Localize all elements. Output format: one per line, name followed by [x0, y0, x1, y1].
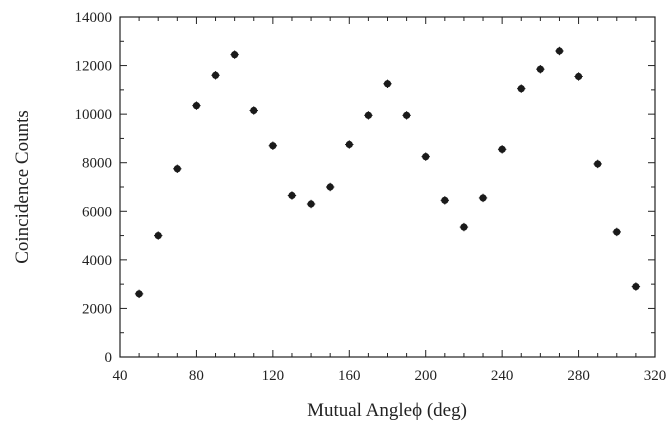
x-tick-label: 240: [491, 368, 514, 384]
y-tick-label: 8000: [82, 156, 112, 172]
data-point: [325, 182, 335, 192]
data-point: [134, 289, 144, 299]
data-point: [421, 152, 430, 161]
y-tick-label: 4000: [82, 253, 112, 269]
data-point: [536, 65, 545, 74]
data-point: [192, 101, 201, 110]
data-point: [478, 193, 488, 203]
y-tick-label: 12000: [75, 59, 113, 75]
data-point: [345, 140, 354, 149]
x-tick-label: 320: [644, 368, 667, 384]
data-point: [459, 222, 469, 232]
data-point: [593, 159, 602, 169]
data-point: [364, 111, 373, 120]
data-points: [134, 46, 641, 299]
plot-frame: [119, 16, 656, 358]
y-tick-label: 2000: [82, 301, 112, 317]
data-point: [631, 282, 641, 291]
x-tick-label: 80: [189, 368, 204, 384]
data-point: [612, 227, 621, 237]
y-tick-label: 14000: [75, 10, 113, 26]
y-tick-label: 6000: [82, 204, 112, 220]
data-point: [154, 231, 163, 240]
data-point: [517, 84, 526, 93]
data-point: [287, 191, 297, 200]
y-axis-title: Coincidence Counts: [12, 110, 33, 264]
data-point: [383, 79, 392, 88]
x-axis-title: Mutual Angleϕ (deg): [307, 400, 467, 421]
x-tick-label: 40: [113, 368, 128, 384]
y-tick-label: 10000: [75, 107, 113, 123]
data-point: [555, 46, 564, 56]
data-point: [306, 199, 316, 209]
data-point: [230, 50, 239, 59]
data-point: [268, 141, 278, 150]
y-tick-labels: 0 2000 4000 6000 8000 10000 12000 14000: [75, 10, 113, 366]
data-point: [173, 164, 182, 173]
x-tick-label: 160: [338, 368, 361, 384]
data-point: [249, 106, 258, 115]
data-point: [211, 71, 220, 80]
data-point: [574, 72, 583, 81]
data-point: [402, 111, 411, 120]
data-point: [440, 196, 450, 205]
x-tick-label: 200: [414, 368, 437, 384]
y-tick-label: 0: [105, 350, 113, 366]
x-tick-label: 280: [567, 368, 590, 384]
axis-ticks: [119, 16, 656, 358]
data-point: [497, 145, 507, 154]
x-tick-labels: 40 80 120 160 200 240 280 320: [113, 368, 667, 384]
x-tick-label: 120: [262, 368, 285, 384]
